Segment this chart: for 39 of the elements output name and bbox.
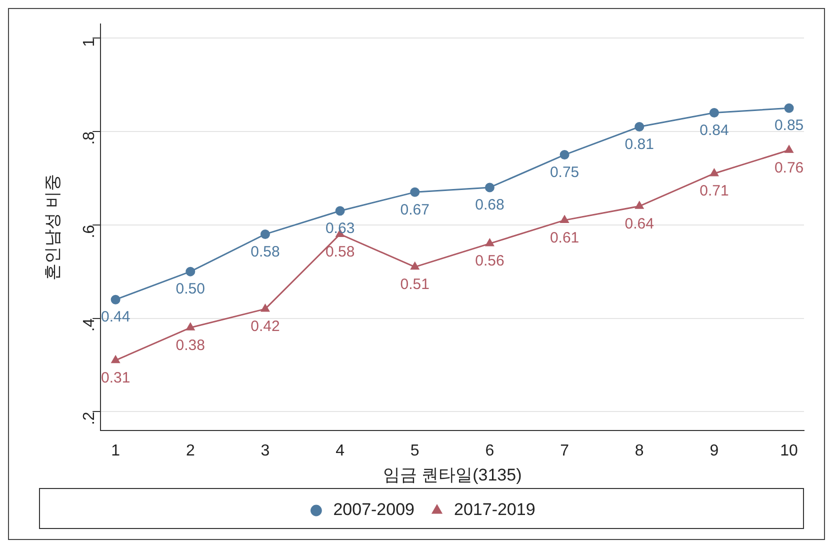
data-label: 0.51 bbox=[400, 276, 430, 294]
legend-label: 2007-2009 bbox=[333, 500, 415, 520]
data-label: 0.56 bbox=[475, 252, 504, 270]
x-tick-label: 8 bbox=[634, 442, 644, 460]
data-label: 0.71 bbox=[700, 182, 729, 200]
data-label: 0.75 bbox=[550, 164, 580, 181]
data-label: 0.44 bbox=[100, 308, 130, 326]
x-tick-label: 2 bbox=[186, 442, 195, 460]
data-label: 0.85 bbox=[774, 117, 804, 134]
y-tick-label: 1 bbox=[81, 38, 98, 47]
data-label: 0.42 bbox=[250, 318, 280, 336]
y-tick-label: .2 bbox=[81, 412, 98, 426]
y-tick-label: .4 bbox=[81, 318, 98, 332]
data-label: 0.63 bbox=[325, 220, 355, 237]
x-tick-label: 5 bbox=[410, 442, 420, 460]
data-label: 0.68 bbox=[475, 196, 504, 214]
x-tick-label: 3 bbox=[260, 442, 270, 460]
x-tick-label: 9 bbox=[710, 442, 719, 460]
data-label: 0.58 bbox=[325, 243, 355, 260]
data-label: 0.31 bbox=[100, 369, 130, 386]
y-axis-title: 혼인남성 비중 bbox=[42, 174, 62, 281]
x-tick-label: 4 bbox=[336, 442, 345, 460]
data-label: 0.58 bbox=[250, 243, 280, 260]
data-label: 0.76 bbox=[774, 159, 804, 176]
data-label: 0.38 bbox=[176, 336, 205, 354]
y-tick-label: .8 bbox=[81, 131, 98, 145]
legend-label: 2017-2019 bbox=[454, 500, 536, 520]
y-tick-label: .6 bbox=[81, 224, 98, 238]
x-axis-title: 임금 퀀타일(3135) bbox=[382, 465, 522, 484]
data-label: 0.84 bbox=[700, 122, 729, 139]
data-label: 0.61 bbox=[550, 229, 580, 246]
x-tick-label: 7 bbox=[560, 442, 570, 460]
data-label: 0.81 bbox=[624, 136, 654, 153]
data-label: 0.50 bbox=[176, 280, 205, 298]
x-tick-label: 10 bbox=[780, 442, 798, 460]
data-label: 0.64 bbox=[624, 215, 654, 232]
data-label: 0.67 bbox=[400, 201, 430, 218]
x-tick-label: 6 bbox=[485, 442, 494, 460]
x-tick-label: 1 bbox=[111, 442, 120, 460]
